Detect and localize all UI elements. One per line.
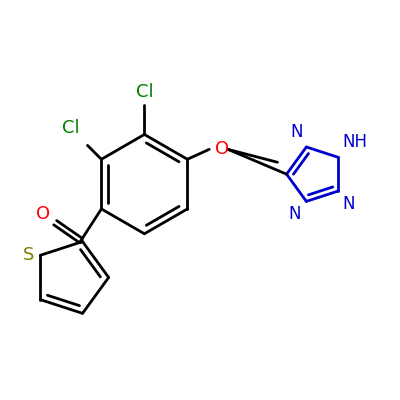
Text: O: O	[36, 205, 50, 223]
Text: NH: NH	[342, 134, 367, 152]
Text: S: S	[23, 246, 34, 264]
Text: O: O	[215, 140, 229, 158]
Text: Cl: Cl	[62, 120, 80, 138]
Text: N: N	[290, 123, 302, 141]
Text: N: N	[342, 195, 355, 213]
Text: N: N	[288, 205, 300, 223]
Text: Cl: Cl	[136, 83, 153, 101]
